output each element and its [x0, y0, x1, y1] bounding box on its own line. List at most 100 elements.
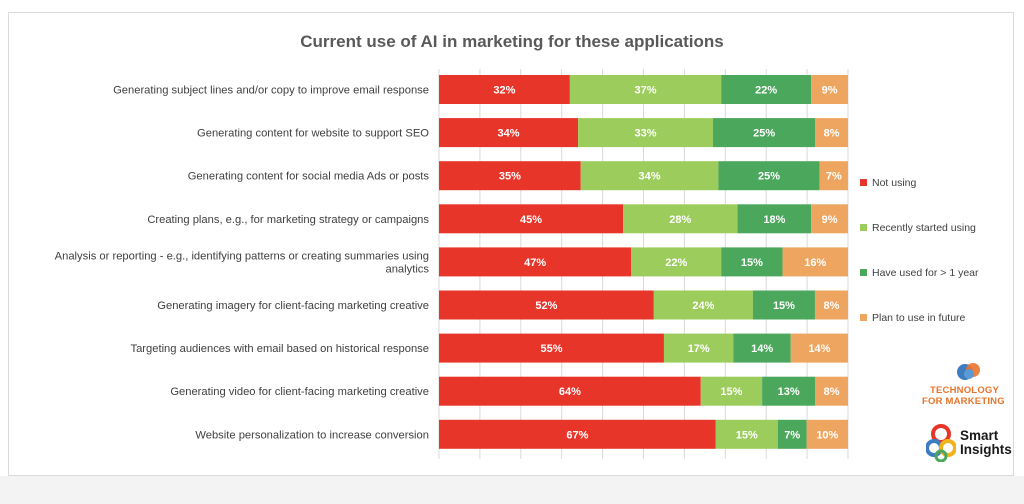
si-line-2: Insights — [960, 442, 1012, 457]
bar-segment — [790, 333, 848, 363]
bar-value-label: 34% — [498, 128, 520, 140]
bar-segment — [439, 161, 581, 191]
bar-value-label: 14% — [751, 343, 773, 355]
category-label-line: Creating plans, e.g., for marketing stra… — [147, 214, 429, 226]
bar-segment — [580, 161, 719, 191]
category-label-line: Targeting audiences with email based on … — [130, 343, 429, 355]
bar-value-label: 8% — [824, 300, 840, 312]
category-label: Analysis or reporting - e.g., identifyin… — [55, 250, 430, 275]
category-label: Generating content for website to suppor… — [197, 128, 429, 140]
bar-segment — [439, 204, 624, 234]
bar-value-label: 8% — [824, 128, 840, 140]
category-label-line: Website personalization to increase conv… — [195, 429, 429, 441]
bar-segment — [737, 204, 812, 234]
bar-value-label: 33% — [635, 128, 657, 140]
bar-segment — [700, 376, 763, 406]
bar-segment — [439, 75, 570, 104]
category-label-line: Generating imagery for client-facing mar… — [157, 300, 429, 312]
bar-value-label: 14% — [808, 343, 830, 355]
legend-label: Have used for > 1 year — [872, 267, 979, 279]
tfm-line-2: FOR MARKETING — [922, 396, 1005, 407]
bar-segment — [777, 419, 807, 449]
bar-segment — [715, 419, 778, 449]
bar-value-label: 17% — [688, 343, 710, 355]
bar-segment — [721, 247, 783, 277]
legend-swatch — [860, 269, 867, 276]
bar-value-label: 35% — [499, 171, 521, 183]
legend-swatch — [860, 314, 867, 321]
bar-value-label: 28% — [669, 214, 691, 226]
bar-segment — [718, 161, 820, 191]
category-label-line: Generating video for client-facing marke… — [170, 386, 429, 398]
bar-segment — [439, 419, 716, 449]
bar-value-label: 32% — [493, 85, 515, 97]
bar-segment — [733, 333, 791, 363]
bar-value-label: 10% — [816, 429, 838, 441]
bar-segment — [578, 118, 714, 148]
legend-swatch — [860, 179, 867, 186]
legend-label: Plan to use in future — [872, 312, 966, 324]
bar-value-label: 15% — [720, 386, 742, 398]
bar-segment — [713, 118, 816, 148]
tfm-icon — [957, 363, 980, 380]
bar-value-label: 15% — [736, 429, 758, 441]
bar-value-label: 52% — [535, 300, 557, 312]
bar-value-label: 25% — [758, 171, 780, 183]
bar-segment — [819, 161, 848, 191]
category-label: Website personalization to increase conv… — [195, 429, 429, 441]
bar-segment — [721, 75, 812, 104]
bar-value-label: 25% — [753, 128, 775, 140]
bar-value-label: 15% — [773, 300, 795, 312]
category-label-line: Generating subject lines and/or copy to … — [113, 85, 429, 97]
bar-value-label: 18% — [763, 214, 785, 226]
bar-value-label: 34% — [639, 171, 661, 183]
bar-value-label: 37% — [635, 85, 657, 97]
category-label-line: analytics — [385, 263, 429, 275]
category-label-line: Analysis or reporting - e.g., identifyin… — [55, 250, 429, 262]
bar-value-label: 7% — [826, 171, 842, 183]
legend-label: Recently started using — [872, 222, 976, 234]
bar-value-label: 67% — [566, 429, 588, 441]
bar-value-label: 22% — [665, 257, 687, 269]
smart-insights-icon — [926, 424, 956, 462]
category-label: Targeting audiences with email based on … — [130, 343, 429, 355]
bar-segment — [439, 290, 654, 320]
bar-segment — [653, 290, 753, 320]
bar-segment — [663, 333, 734, 363]
bar-value-label: 45% — [520, 214, 542, 226]
bar-value-label: 16% — [804, 257, 826, 269]
bar-segment — [811, 75, 848, 104]
category-label: Creating plans, e.g., for marketing stra… — [147, 214, 429, 226]
bar-segment — [569, 75, 722, 104]
bar-value-label: 8% — [824, 386, 840, 398]
bar-value-label: 55% — [540, 343, 562, 355]
bar-segment — [752, 290, 815, 320]
bottom-bar — [0, 476, 1024, 504]
bar-segment — [762, 376, 816, 406]
bar-value-label: 9% — [822, 85, 838, 97]
si-line-1: Smart — [960, 428, 999, 443]
category-label: Generating content for social media Ads … — [188, 171, 430, 183]
smart-insights-logo: Smart Insights — [926, 424, 1016, 464]
bar-segment — [623, 204, 738, 234]
bar-segment — [782, 247, 848, 277]
bar-segment — [815, 118, 848, 148]
category-label: Generating video for client-facing marke… — [170, 386, 429, 398]
bar-value-label: 22% — [755, 85, 777, 97]
bar-segment — [439, 118, 579, 148]
tfm-line-1: TECHNOLOGY — [930, 385, 1000, 396]
bar-segment — [806, 419, 848, 449]
category-label-line: Generating content for social media Ads … — [188, 171, 430, 183]
bar-value-label: 9% — [822, 214, 838, 226]
bar-segment — [439, 247, 632, 277]
bar-segment — [439, 333, 664, 363]
legend-swatch — [860, 224, 867, 231]
category-label-line: Generating content for website to suppor… — [197, 128, 429, 140]
bar-value-label: 13% — [778, 386, 800, 398]
category-label: Generating subject lines and/or copy to … — [113, 85, 429, 97]
bar-segment — [631, 247, 722, 277]
legend-label: Not using — [872, 177, 917, 189]
bar-value-label: 7% — [784, 429, 800, 441]
bar-value-label: 15% — [741, 257, 763, 269]
